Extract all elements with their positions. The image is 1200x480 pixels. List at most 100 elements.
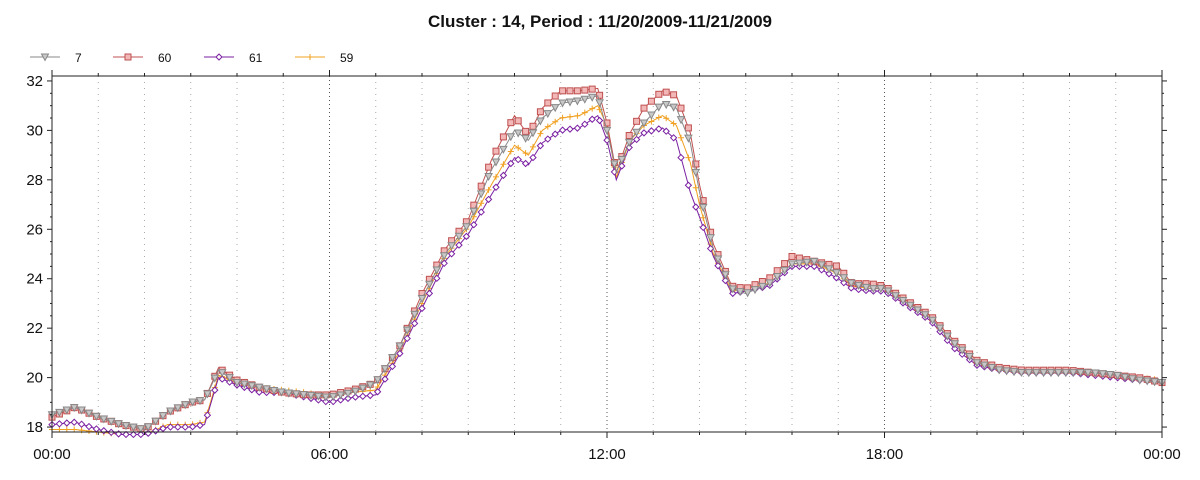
x-tick-label: 12:00 xyxy=(588,446,626,463)
data-point xyxy=(181,423,189,431)
data-point xyxy=(55,408,64,417)
data-point xyxy=(632,135,641,144)
series-line-59 xyxy=(52,105,1163,435)
data-point xyxy=(692,184,699,191)
data-point xyxy=(639,119,649,128)
data-point xyxy=(365,381,375,390)
data-point xyxy=(581,109,588,116)
data-point xyxy=(692,160,700,168)
legend-item-7[interactable]: 7 xyxy=(30,51,82,65)
data-point xyxy=(565,98,575,107)
data-point xyxy=(625,131,633,139)
data-point xyxy=(847,284,855,292)
data-point xyxy=(558,99,567,108)
legend-item-59[interactable]: 59 xyxy=(295,51,354,65)
data-point xyxy=(344,394,352,403)
data-point xyxy=(277,388,286,397)
data-point xyxy=(329,397,337,406)
data-point xyxy=(839,274,849,283)
data-point xyxy=(343,389,353,398)
data-point xyxy=(581,86,589,94)
data-point xyxy=(684,134,693,143)
data-point xyxy=(158,412,168,421)
data-point xyxy=(567,113,573,120)
legend-marker xyxy=(40,53,50,62)
data-point xyxy=(647,127,656,135)
axes: 18 20 22 24 26 28 30 32 00:00 06:00 12:00 18:00 00:0… xyxy=(26,70,1181,463)
data-point xyxy=(559,87,567,95)
data-point xyxy=(552,118,559,125)
data-point xyxy=(151,417,160,426)
data-point xyxy=(121,422,131,431)
data-point xyxy=(351,393,360,401)
data-point xyxy=(957,346,967,355)
legend-item-61[interactable]: 61 xyxy=(204,51,263,65)
data-point xyxy=(678,134,684,141)
data-point xyxy=(706,234,715,243)
data-point xyxy=(544,99,552,107)
data-point xyxy=(196,421,204,430)
data-point xyxy=(203,390,212,399)
data-point xyxy=(825,270,833,278)
x-tick-label: 00:00 xyxy=(1143,446,1181,463)
data-point xyxy=(439,252,449,261)
data-point xyxy=(491,158,501,167)
data-point xyxy=(589,105,596,112)
x-tick-label: 00:00 xyxy=(33,446,71,463)
data-point xyxy=(240,380,249,389)
data-point xyxy=(536,117,545,126)
data-point xyxy=(809,258,819,267)
data-point xyxy=(1039,369,1048,378)
data-point xyxy=(817,266,826,274)
data-point xyxy=(499,171,508,180)
data-point xyxy=(485,163,493,171)
data-point xyxy=(506,133,516,142)
data-point xyxy=(758,282,767,291)
data-point xyxy=(550,104,560,113)
legend-label: 59 xyxy=(340,51,354,65)
data-point xyxy=(581,120,589,128)
data-point xyxy=(211,386,219,394)
data-point xyxy=(536,108,544,116)
data-point xyxy=(810,262,818,271)
data-point xyxy=(218,375,226,383)
data-point xyxy=(499,133,507,141)
data-point xyxy=(1142,377,1152,386)
data-point xyxy=(269,386,279,396)
data-point xyxy=(469,207,479,216)
data-point xyxy=(462,232,471,241)
data-point xyxy=(321,393,331,402)
data-point xyxy=(972,359,982,368)
data-point xyxy=(1054,369,1063,378)
data-point xyxy=(513,129,523,138)
legend-marker xyxy=(215,53,223,61)
data-point xyxy=(137,430,145,439)
series-7 xyxy=(47,93,1167,434)
data-point xyxy=(507,119,515,127)
data-point xyxy=(99,415,109,424)
data-point xyxy=(691,168,701,177)
data-point xyxy=(492,147,500,155)
data-point xyxy=(943,332,952,341)
legend-marker xyxy=(307,54,313,60)
data-point xyxy=(883,287,893,296)
data-point xyxy=(854,281,863,290)
legend-item-60[interactable]: 60 xyxy=(113,51,172,65)
data-point xyxy=(1113,372,1122,381)
data-point xyxy=(965,352,974,362)
data-point xyxy=(624,138,634,147)
data-point xyxy=(522,127,530,135)
data-point xyxy=(1009,368,1019,377)
data-point xyxy=(1105,371,1115,380)
data-point xyxy=(551,92,559,100)
data-point xyxy=(402,326,412,335)
data-point xyxy=(210,374,220,383)
data-point xyxy=(180,401,190,410)
data-point xyxy=(537,130,544,137)
data-point xyxy=(698,203,708,212)
data-point xyxy=(306,391,316,400)
data-point xyxy=(684,124,692,132)
data-point xyxy=(366,391,374,400)
data-point xyxy=(77,406,86,415)
data-point xyxy=(654,103,664,112)
